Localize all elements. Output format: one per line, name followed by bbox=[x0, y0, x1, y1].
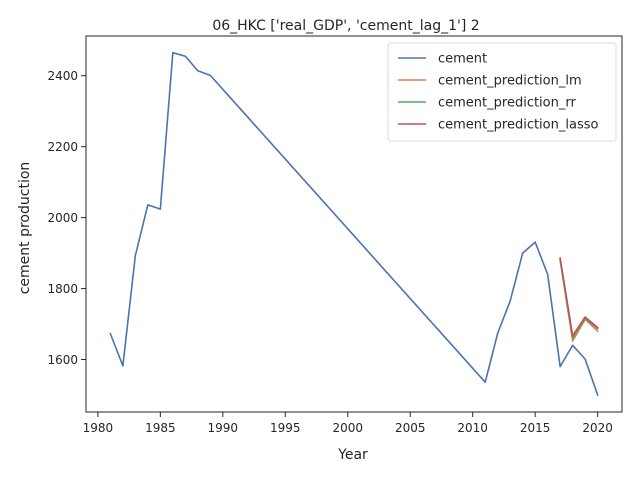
x-tick-label: 1995 bbox=[270, 421, 301, 435]
y-tick-label: 1600 bbox=[47, 353, 78, 367]
y-tick-label: 1800 bbox=[47, 282, 78, 296]
x-axis-ticks: 1980 1985 1990 1995 2000 2005 2010 2015 2020 bbox=[83, 412, 613, 435]
y-axis-label: cement production bbox=[17, 162, 33, 295]
y-tick-label: 2000 bbox=[47, 211, 78, 225]
x-tick-label: 1985 bbox=[145, 421, 176, 435]
x-tick-label: 1980 bbox=[83, 421, 114, 435]
series-line-cement bbox=[109, 51, 599, 396]
plot-frame bbox=[85, 35, 623, 413]
legend-item: cement_prediction_lasso bbox=[398, 118, 598, 133]
x-tick-label: 1990 bbox=[208, 421, 239, 435]
legend-label: cement_prediction_rr bbox=[438, 96, 576, 111]
chart-title: 06_HKC ['real_GDP', 'cement_lag_1'] 2 bbox=[212, 18, 479, 34]
legend-label: cement_prediction_lm bbox=[438, 74, 582, 89]
x-tick-label: 2015 bbox=[520, 421, 551, 435]
legend-item: cement_prediction_rr bbox=[398, 96, 576, 111]
y-tick-label: 2400 bbox=[47, 69, 78, 83]
x-tick-label: 2010 bbox=[457, 421, 488, 435]
legend-label: cement bbox=[438, 52, 487, 67]
x-axis-label: Year bbox=[337, 447, 368, 463]
x-tick-label: 2020 bbox=[582, 421, 613, 435]
legend-item: cement bbox=[398, 52, 487, 67]
legend-box bbox=[387, 42, 617, 142]
x-tick-label: 2005 bbox=[395, 421, 426, 435]
legend-label: cement_prediction_lasso bbox=[438, 118, 598, 133]
y-tick-label: 2200 bbox=[47, 140, 78, 154]
legend: cement cement_prediction_lm cement_predict… bbox=[387, 42, 617, 142]
legend-item: cement_prediction_lm bbox=[398, 74, 582, 89]
x-tick-label: 2000 bbox=[332, 421, 363, 435]
plot-area-border bbox=[85, 35, 623, 413]
series-line-cement-prediction-lasso bbox=[559, 257, 599, 337]
series-lines bbox=[109, 51, 599, 396]
y-axis-ticks: 1600 1800 2000 2200 2400 bbox=[47, 69, 86, 367]
